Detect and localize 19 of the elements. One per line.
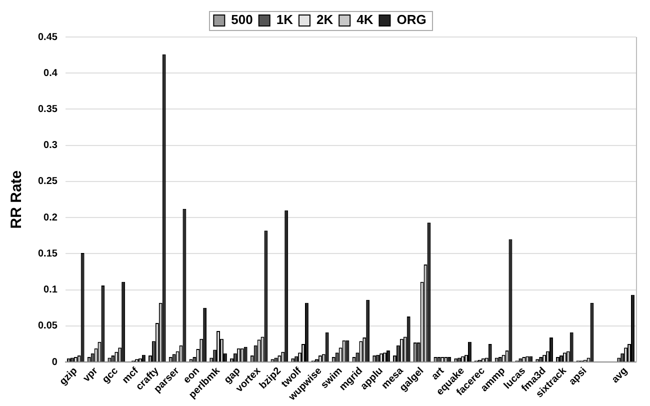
y-tick-label: 0.05 [38, 320, 58, 332]
legend-label: 4K [356, 12, 374, 28]
y-tick-label: 0.25 [38, 176, 58, 188]
y-tick-label: 0.3 [44, 140, 58, 152]
legend-label: ORG [396, 12, 426, 28]
y-axis-title: RR Rate [8, 170, 26, 229]
x-tick-label: vpr [81, 366, 100, 384]
x-tick-label: gcc [100, 365, 121, 386]
y-tick-label: 0.2 [44, 212, 58, 224]
x-tick-label: avg [610, 366, 630, 386]
legend-label: 2K [316, 12, 334, 28]
y-tick-label: 0.4 [44, 68, 58, 79]
y-tick-label: 0.35 [38, 104, 58, 115]
y-tick-label: 0.45 [38, 32, 58, 43]
y-tick-label: 0.15 [38, 248, 58, 260]
legend-label: 1K [276, 12, 294, 28]
y-tick-label: 0 [52, 356, 58, 368]
y-tick-label: 0.1 [44, 284, 58, 296]
legend-label: 500 [231, 12, 253, 28]
